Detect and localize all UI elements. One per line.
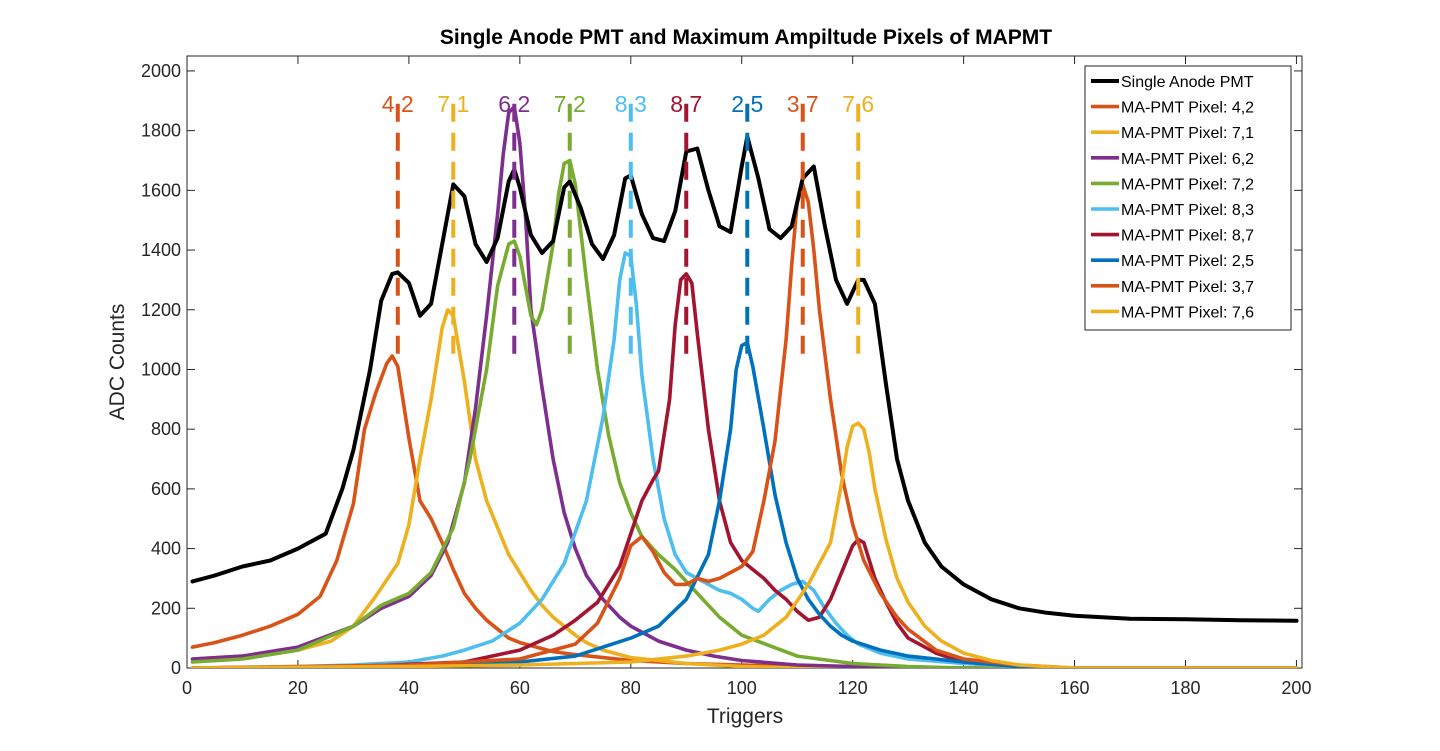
series-line-5 [190,251,1299,668]
x-tick-label: 20 [288,678,308,698]
y-tick-label: 800 [151,419,181,439]
legend-label: MA-PMT Pixel: 7,2 [1121,176,1254,193]
x-tick-label: 180 [1170,678,1200,698]
y-tick-label: 1200 [141,300,181,320]
x-tick-label: 0 [182,678,192,698]
series-line-1 [190,354,1299,668]
x-tick-label: 100 [727,678,757,698]
chart-title: Single Anode PMT and Maximum Ampiltude P… [440,26,1052,49]
peak-marker-label: 8,7 [670,91,702,117]
peak-marker-label: 7,6 [842,91,874,117]
y-tick-label: 400 [151,539,181,559]
legend-label: Single Anode PMT [1121,74,1254,91]
legend-label: MA-PMT Pixel: 8,7 [1121,228,1254,245]
peak-marker-label: 7,2 [554,91,586,117]
series-line-8 [190,182,1299,668]
y-tick-label: 200 [151,598,181,618]
y-tick-label: 600 [151,479,181,499]
series-line-9 [190,421,1299,668]
legend-label: MA-PMT Pixel: 3,7 [1121,279,1254,296]
legend-label: MA-PMT Pixel: 4,2 [1121,100,1254,117]
y-axis-label: ADC Counts [106,304,129,421]
peak-marker-label: 7,1 [437,91,469,117]
legend-label: MA-PMT Pixel: 6,2 [1121,151,1254,168]
x-tick-label: 200 [1281,678,1311,698]
y-tick-label: 1800 [141,121,181,141]
series-line-4 [190,158,1299,668]
x-tick-label: 160 [1060,678,1090,698]
y-tick-label: 1400 [141,240,181,260]
x-tick-label: 140 [949,678,979,698]
legend-box [1084,65,1292,331]
peak-marker-label: 8,3 [615,91,647,117]
legend-label: MA-PMT Pixel: 2,5 [1121,253,1254,270]
x-tick-label: 120 [838,678,868,698]
y-tick-label: 1600 [141,180,181,200]
series-line-6 [190,272,1299,668]
peak-marker-label: 3,7 [787,91,819,117]
y-tick-label: 2000 [141,61,181,81]
legend-label: MA-PMT Pixel: 7,6 [1121,304,1254,321]
peak-marker-label: 6,2 [498,91,530,117]
legend-label: MA-PMT Pixel: 8,3 [1121,202,1254,219]
series-line-0 [190,134,1299,623]
peak-marker-label: 2,5 [731,91,763,117]
x-tick-label: 40 [399,678,419,698]
x-tick-label: 60 [510,678,530,698]
peak-marker-label: 4,2 [382,91,414,117]
legend: Single Anode PMT MA-PMT Pixel: 4,2 MA-PMT … [1084,65,1292,331]
x-tick-label: 80 [621,678,641,698]
x-axis-label: Triggers [707,705,783,728]
series-line-2 [190,308,1299,668]
y-tick-label: 1000 [141,359,181,379]
y-tick-label: 0 [171,658,181,678]
legend-label: MA-PMT Pixel: 7,1 [1121,125,1254,142]
